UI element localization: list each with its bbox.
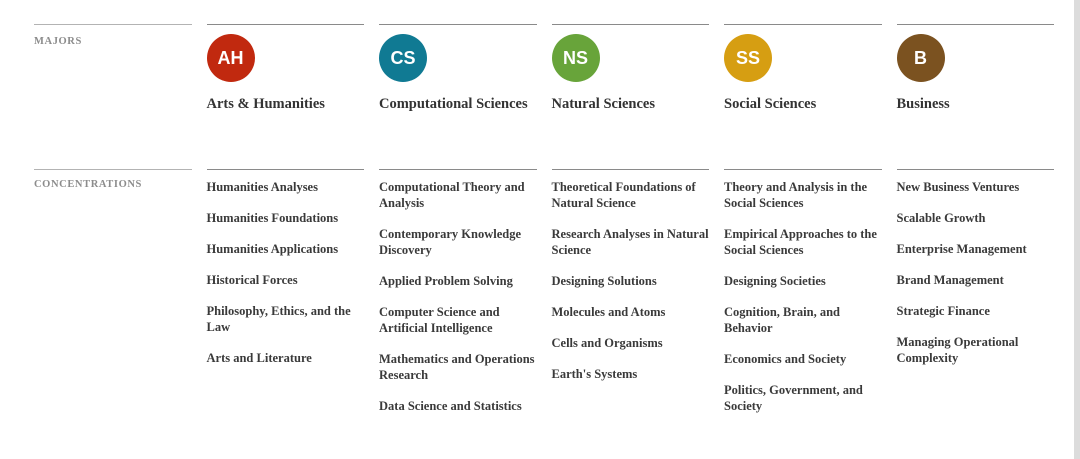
major-badge-ah: AH (206, 34, 255, 82)
concentration-item: Philosophy, Ethics, and the Law (206, 304, 351, 334)
concentrations-row: CONCENTRATIONS Humanities Analyses Human… (34, 169, 1054, 429)
concentration-list-natural-sciences: Theoretical Foundations of Natural Scien… (551, 169, 709, 397)
major-badge-b: B (896, 34, 945, 82)
concentration-item: Designing Societies (724, 274, 826, 288)
concentration-item: Mathematics and Operations Research (379, 352, 535, 382)
major-badge-cs: CS (379, 34, 427, 82)
concentration-item: Research Analyses in Natural Science (551, 227, 709, 257)
concentrations-label: CONCENTRATIONS (34, 169, 192, 190)
concentration-item: Contemporary Knowledge Discovery (379, 227, 521, 257)
major-name: Business (896, 96, 950, 112)
concentration-item: Designing Solutions (551, 274, 657, 288)
right-edge-divider (1074, 0, 1080, 459)
majors-row: MAJORS AH Arts & Humanities CS Computati… (34, 24, 1054, 169)
concentration-item: Theoretical Foundations of Natural Scien… (551, 180, 696, 210)
major-name: Computational Sciences (379, 96, 528, 112)
major-column-natural-sciences: NS Natural Sciences (551, 24, 709, 165)
concentration-list-social-sciences: Theory and Analysis in the Social Scienc… (724, 169, 882, 429)
concentration-item: Applied Problem Solving (379, 274, 513, 288)
concentration-item: Computer Science and Artificial Intellig… (379, 305, 500, 335)
concentration-item: Humanities Applications (206, 242, 339, 256)
concentration-list-arts-humanities: Humanities Analyses Humanities Foundatio… (206, 169, 364, 381)
concentration-item: Economics and Society (724, 352, 847, 366)
concentration-item: Enterprise Management (896, 242, 1027, 256)
major-column-computational-sciences: CS Computational Sciences (379, 24, 537, 165)
concentration-item: Earth's Systems (551, 367, 638, 381)
concentration-item: Humanities Analyses (206, 180, 318, 194)
major-name: Social Sciences (724, 96, 817, 112)
concentration-item: Historical Forces (206, 273, 298, 287)
concentration-item: Computational Theory and Analysis (379, 180, 525, 210)
major-name: Arts & Humanities (206, 96, 325, 112)
major-name: Natural Sciences (551, 96, 656, 112)
majors-label: MAJORS (34, 24, 192, 169)
concentration-item: Strategic Finance (896, 304, 990, 318)
concentration-item: Data Science and Statistics (379, 399, 522, 413)
major-badge-ns: NS (551, 34, 600, 82)
concentration-item: Molecules and Atoms (551, 305, 666, 319)
majors-grid: MAJORS AH Arts & Humanities CS Computati… (34, 24, 1054, 429)
concentration-item: Empirical Approaches to the Social Scien… (724, 227, 877, 257)
concentration-item: Cells and Organisms (551, 336, 663, 350)
major-badge-ss: SS (724, 34, 772, 82)
concentration-list-computational-sciences: Computational Theory and Analysis Contem… (379, 169, 537, 429)
concentration-item: New Business Ventures (896, 180, 1020, 194)
concentration-item: Scalable Growth (896, 211, 986, 225)
major-column-arts-humanities: AH Arts & Humanities (206, 24, 364, 165)
concentration-item: Managing Operational Complexity (896, 335, 1019, 365)
concentration-item: Politics, Government, and Society (724, 383, 863, 413)
concentration-item: Brand Management (896, 273, 1004, 287)
major-column-social-sciences: SS Social Sciences (724, 24, 882, 165)
concentration-item: Cognition, Brain, and Behavior (724, 305, 841, 335)
concentration-item: Theory and Analysis in the Social Scienc… (724, 180, 868, 210)
concentration-list-business: New Business Ventures Scalable Growth En… (896, 169, 1054, 381)
concentration-item: Arts and Literature (206, 351, 312, 365)
concentration-item: Humanities Foundations (206, 211, 339, 225)
major-column-business: B Business (896, 24, 1054, 165)
